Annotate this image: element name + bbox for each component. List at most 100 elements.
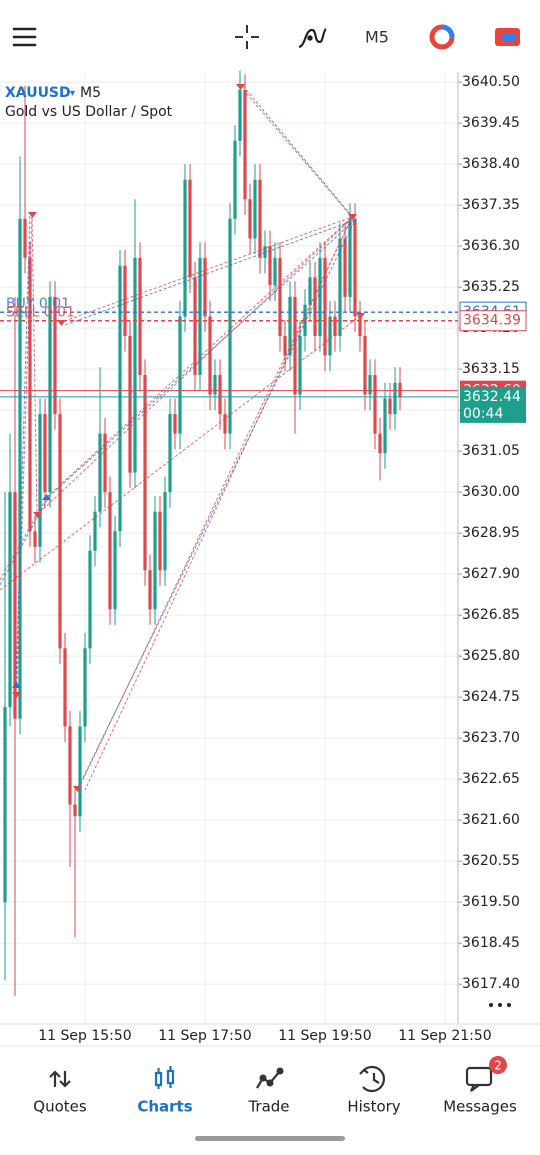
candle-body [78, 726, 82, 817]
candle-body [248, 199, 252, 239]
candle-body [113, 531, 117, 610]
candle-body [388, 398, 392, 415]
y-tick-label: 3622.65 [462, 771, 520, 787]
candle-body [208, 316, 212, 395]
chart-legend: XAUUSD ▾ M5 Gold vs US Dollar / Spot [5, 85, 173, 120]
candle-body [203, 257, 207, 317]
y-tick-label: 3617.40 [462, 976, 520, 992]
candle-body [218, 375, 222, 415]
candle-body [368, 375, 372, 395]
symbol-description: Gold vs US Dollar / Spot [5, 104, 173, 120]
badge [489, 1056, 507, 1074]
candle-body [318, 257, 322, 336]
candle-body [53, 296, 57, 415]
candle-body [273, 257, 277, 286]
legend-timeframe: M5 [80, 85, 101, 101]
candle-body [68, 726, 72, 805]
candle-body [288, 296, 292, 356]
crosshair-button[interactable] [235, 25, 259, 49]
y-tick-label: 3628.95 [462, 525, 520, 541]
candle-body [133, 257, 137, 473]
candle-body [13, 492, 17, 719]
y-tick-label: 3623.70 [462, 730, 520, 746]
candle-body [48, 296, 52, 493]
candle-body [333, 316, 337, 336]
x-tick-label: 11 Sep 15:50 [38, 1028, 131, 1044]
candle-body [3, 706, 7, 903]
candle-body [283, 335, 287, 356]
y-tick-label: 3627.90 [462, 566, 520, 582]
price-box-label: 3632.44 [463, 389, 521, 405]
candle-body [373, 375, 377, 434]
price-box [460, 386, 526, 423]
candle-body [383, 398, 387, 454]
candle-body [8, 492, 12, 707]
candle-body [183, 179, 187, 317]
price-box [459, 310, 527, 332]
candle-body [338, 238, 342, 336]
candle-body [23, 218, 27, 258]
candle-body [263, 246, 267, 258]
candle-body [313, 277, 317, 336]
candle-body [128, 335, 132, 473]
symbol[interactable]: XAUUSD [5, 85, 71, 101]
candle-body [353, 218, 357, 317]
candle-body [393, 382, 397, 415]
candle-body [108, 492, 112, 610]
candle-body [98, 433, 102, 512]
price-box-label: 3634.39 [463, 313, 521, 329]
x-tick-label: 11 Sep 17:50 [158, 1028, 251, 1044]
candle-body [103, 433, 107, 493]
candle-body [243, 89, 247, 200]
candle-body [298, 335, 302, 395]
candle-body [223, 414, 227, 434]
charts-icon [154, 1066, 175, 1089]
nav-item[interactable]: Messages [443, 1098, 517, 1116]
y-tick-label: 3635.25 [462, 279, 520, 295]
candle-body [328, 316, 332, 356]
y-tick-label: 3618.45 [462, 935, 520, 951]
candle-body [343, 238, 347, 297]
history-icon [359, 1065, 386, 1093]
y-tick-label: 3639.45 [462, 115, 520, 131]
symbol-arrow[interactable]: ▾ [70, 88, 75, 99]
candle-body [378, 433, 382, 454]
timeframe-button[interactable]: M5 [365, 28, 389, 47]
y-tick-label: 3619.50 [462, 894, 520, 910]
candle-body [268, 246, 272, 286]
nav-item[interactable]: Quotes [33, 1098, 87, 1116]
candle-body [228, 218, 232, 434]
x-tick-label: 11 Sep 21:50 [398, 1028, 491, 1044]
bottom-nav: 2 Quotes Charts Trade History Messages [33, 1056, 517, 1116]
candle-body [38, 414, 42, 547]
quotes-icon [49, 1070, 71, 1088]
candle-body [193, 277, 197, 376]
home-indicator [195, 1136, 345, 1141]
nav-item[interactable]: Charts [137, 1098, 192, 1116]
candle-body [28, 257, 32, 532]
candle-body [18, 218, 22, 719]
y-tick-label: 3626.85 [462, 607, 520, 623]
one-click-button[interactable] [495, 28, 520, 46]
candle-body [173, 414, 177, 434]
candle-body [33, 531, 37, 547]
y-tick-label: 3640.50 [462, 74, 520, 90]
indicators-button[interactable] [298, 28, 327, 49]
bar-timer: 00:44 [463, 406, 503, 422]
candle-body [43, 414, 47, 493]
candle-body [138, 257, 142, 376]
nav-item[interactable]: Trade [247, 1098, 289, 1116]
y-tick-label: 3633.15 [462, 361, 520, 377]
candle-body [253, 179, 257, 239]
nav-item[interactable]: History [347, 1098, 400, 1116]
candle-body [63, 648, 67, 727]
menu-button[interactable] [12, 27, 37, 47]
y-tick-label: 3630.00 [462, 484, 520, 500]
more-button[interactable] [489, 1003, 511, 1007]
order-label: BUY 0.01 [6, 296, 70, 312]
trade-signals-button[interactable] [429, 24, 455, 50]
candle-body [308, 277, 312, 305]
x-tick-label: 11 Sep 19:50 [278, 1028, 371, 1044]
